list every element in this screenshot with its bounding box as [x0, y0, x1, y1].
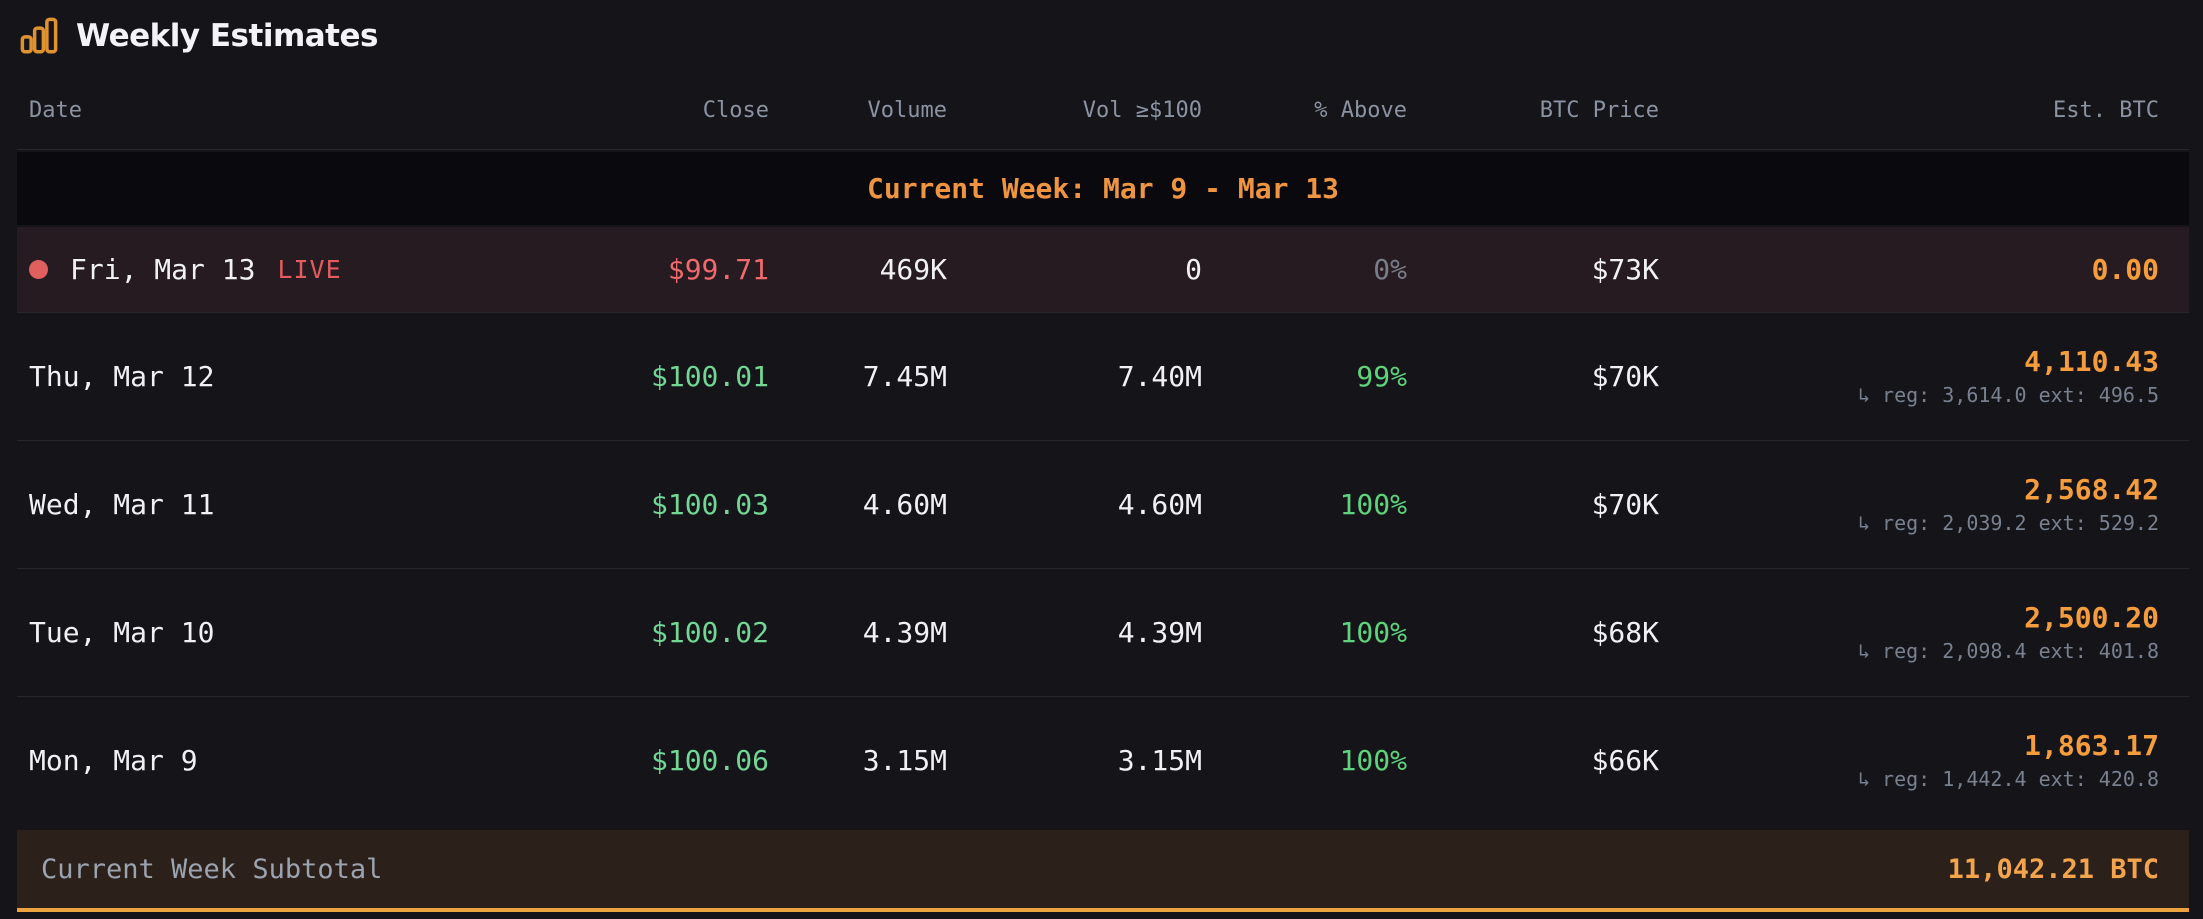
est-btc-value: 2,568.42	[2024, 473, 2159, 506]
cell-btc-price: $73K	[1591, 253, 1659, 286]
cell-btc-price: $70K	[1591, 360, 1659, 393]
est-btc-value: 2,500.20	[2024, 601, 2159, 634]
cell-vol-above: 4.39M	[1117, 616, 1202, 649]
cell-close: $99.71	[667, 253, 769, 286]
cell-vol-above: 3.15M	[1117, 744, 1202, 777]
cell-close: $100.02	[650, 616, 769, 649]
cell-pct-above: 100%	[1339, 616, 1407, 649]
cell-btc-price: $70K	[1591, 488, 1659, 521]
cell-close: $100.06	[650, 744, 769, 777]
date-label: Fri, Mar 13	[70, 253, 256, 286]
cell-volume: 4.60M	[862, 488, 947, 521]
cell-est-btc: 2,568.42 ↳ reg: 2,039.2 ext: 529.2	[1659, 473, 2159, 535]
column-header-close: Close	[702, 98, 769, 123]
cell-est-btc: 4,110.43 ↳ reg: 3,614.0 ext: 496.5	[1659, 345, 2159, 407]
cell-date: Fri, Mar 13 LIVE	[29, 253, 579, 286]
table-row: Mon, Mar 9 $100.06 3.15M 3.15M 100% $66K…	[17, 696, 2189, 824]
column-header-vol-above: Vol ≥$100	[1082, 98, 1202, 123]
table-row: Tue, Mar 10 $100.02 4.39M 4.39M 100% $68…	[17, 568, 2189, 696]
cell-volume: 3.15M	[862, 744, 947, 777]
cell-volume: 4.39M	[862, 616, 947, 649]
title-bar: Weekly Estimates	[0, 0, 2203, 62]
live-indicator-dot	[29, 260, 48, 279]
table-column-headers: Date Close Volume Vol ≥$100 % Above BTC …	[17, 62, 2189, 150]
est-btc-value: 4,110.43	[2024, 345, 2159, 378]
live-badge: LIVE	[277, 255, 342, 284]
cell-pct-above: 100%	[1339, 744, 1407, 777]
table-row: Wed, Mar 11 $100.03 4.60M 4.60M 100% $70…	[17, 440, 2189, 568]
cell-pct-above: 0%	[1373, 253, 1407, 286]
bar-chart-icon	[20, 17, 58, 54]
subtotal-label: Current Week Subtotal	[41, 853, 383, 885]
est-btc-detail: ↳ reg: 1,442.4 ext: 420.8	[1857, 767, 2159, 791]
cell-est-btc: 2,500.20 ↳ reg: 2,098.4 ext: 401.8	[1659, 601, 2159, 663]
current-week-banner: Current Week: Mar 9 - Mar 13	[17, 152, 2189, 225]
cell-pct-above: 99%	[1356, 360, 1407, 393]
cell-est-btc: 0.00	[2091, 253, 2159, 286]
table-row: Thu, Mar 12 $100.01 7.45M 7.40M 99% $70K…	[17, 312, 2189, 440]
est-btc-detail: ↳ reg: 2,098.4 ext: 401.8	[1857, 639, 2159, 663]
cell-btc-price: $66K	[1591, 744, 1659, 777]
cell-vol-above: 7.40M	[1117, 360, 1202, 393]
column-header-date: Date	[29, 98, 82, 123]
cell-close: $100.03	[650, 488, 769, 521]
current-week-banner-label: Current Week: Mar 9 - Mar 13	[866, 172, 1339, 205]
column-header-volume: Volume	[867, 98, 947, 123]
subtotal-value: 11,042.21 BTC	[1947, 853, 2159, 885]
est-btc-detail: ↳ reg: 2,039.2 ext: 529.2	[1857, 511, 2159, 535]
cell-close: $100.01	[650, 360, 769, 393]
est-btc-value: 1,863.17	[2024, 729, 2159, 762]
cell-btc-price: $68K	[1591, 616, 1659, 649]
cell-date: Tue, Mar 10	[29, 616, 215, 649]
cell-vol-above: 4.60M	[1117, 488, 1202, 521]
column-header-est-btc: Est. BTC	[2053, 98, 2159, 123]
cell-est-btc: 1,863.17 ↳ reg: 1,442.4 ext: 420.8	[1659, 729, 2159, 791]
cell-date: Wed, Mar 11	[29, 488, 215, 521]
cell-date: Mon, Mar 9	[29, 744, 198, 777]
cell-volume: 7.45M	[862, 360, 947, 393]
est-btc-detail: ↳ reg: 3,614.0 ext: 496.5	[1857, 383, 2159, 407]
column-header-btc-price: BTC Price	[1539, 98, 1659, 123]
subtotal-row: Current Week Subtotal 11,042.21 BTC	[17, 830, 2189, 912]
page-title: Weekly Estimates	[76, 18, 378, 54]
column-header-pct-above: % Above	[1314, 98, 1407, 123]
cell-volume: 469K	[879, 253, 947, 286]
cell-vol-above: 0	[1185, 253, 1202, 286]
cell-pct-above: 100%	[1339, 488, 1407, 521]
cell-date: Thu, Mar 12	[29, 360, 215, 393]
table-row-live: Fri, Mar 13 LIVE $99.71 469K 0 0% $73K 0…	[17, 227, 2189, 312]
